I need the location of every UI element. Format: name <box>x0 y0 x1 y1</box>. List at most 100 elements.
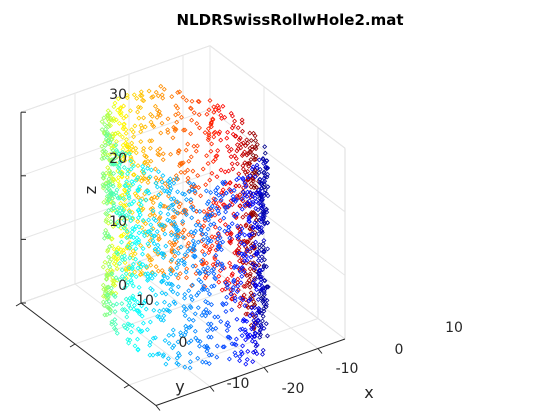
scatter-point <box>181 208 187 214</box>
scatter-point <box>173 224 179 229</box>
scatter-point <box>135 346 141 352</box>
scatter-point <box>104 217 109 222</box>
scatter-point <box>161 271 167 276</box>
scatter-point <box>136 284 142 290</box>
scatter-point <box>187 350 193 356</box>
scatter-point <box>169 94 175 100</box>
scatter-point <box>107 110 113 116</box>
scatter-point <box>218 167 224 173</box>
scatter-point <box>103 170 109 176</box>
scatter-point <box>101 115 107 121</box>
scatter-point <box>121 217 127 223</box>
scatter-point <box>256 231 262 237</box>
scatter-point <box>195 355 201 361</box>
scatter-point <box>215 231 221 237</box>
scatter-point <box>113 161 119 167</box>
scatter-point <box>122 285 128 291</box>
scatter-point <box>184 275 189 281</box>
scatter-point <box>180 221 186 227</box>
scatter-point <box>113 262 119 268</box>
scatter-point <box>166 193 171 199</box>
scatter-point <box>175 275 181 281</box>
scatter-point <box>207 177 213 183</box>
scatter-point <box>243 311 249 317</box>
scatter-point <box>120 247 126 253</box>
scatter-point <box>240 214 246 220</box>
scatter-point <box>104 273 110 279</box>
scatter-point <box>260 249 266 255</box>
scatter-point <box>126 302 132 308</box>
x-axis-line <box>155 338 346 406</box>
scatter-point <box>230 113 235 119</box>
scatter-point <box>254 190 259 195</box>
scatter-point <box>139 313 145 319</box>
scatter-point <box>209 352 215 358</box>
scatter-point <box>229 296 235 302</box>
scatter-point <box>231 341 237 347</box>
scatter-point <box>123 113 129 119</box>
scatter-point <box>104 200 110 206</box>
scatter-point <box>107 289 112 295</box>
scatter-point <box>146 176 152 182</box>
scatter-point <box>250 261 256 267</box>
scatter-point <box>245 248 250 254</box>
scatter-point <box>225 227 231 233</box>
scatter-point <box>135 163 141 169</box>
scatter-point <box>175 176 181 182</box>
scatter-point <box>209 302 214 308</box>
scatter-point <box>109 321 115 327</box>
scatter-point <box>248 138 254 143</box>
scatter-point <box>249 305 255 311</box>
scatter-point <box>118 153 124 158</box>
scatter-point <box>245 174 251 180</box>
scatter-point <box>159 290 165 296</box>
scatter-point <box>194 292 200 298</box>
scatter-point <box>137 272 143 278</box>
scatter-point <box>190 282 195 288</box>
scatter-point <box>258 181 264 187</box>
scatter-point <box>194 121 200 126</box>
scatter-point <box>168 286 174 292</box>
scatter-point <box>170 282 175 288</box>
scatter-point <box>193 222 199 228</box>
scatter-point <box>162 231 168 237</box>
scatter-point <box>258 287 264 293</box>
scatter-point <box>101 235 107 241</box>
scatter-point <box>239 333 245 339</box>
scatter-point <box>181 127 186 133</box>
scatter-point <box>214 354 220 360</box>
scatter-point <box>177 161 183 166</box>
scatter-point <box>101 183 107 189</box>
scatter-point <box>104 304 110 310</box>
scatter-point <box>157 112 163 118</box>
scatter-point <box>251 324 257 330</box>
scatter-point <box>205 137 211 143</box>
scatter-point <box>122 253 127 259</box>
scatter-point <box>120 196 126 202</box>
scatter-point <box>129 179 135 185</box>
scatter-point <box>160 157 166 163</box>
scatter-point <box>135 219 141 224</box>
scatter-point <box>112 294 118 300</box>
x-tick-label: 0 <box>395 342 404 358</box>
z-tick-label: 20 <box>109 151 127 167</box>
scatter-point <box>225 144 231 150</box>
scatter-point <box>175 291 181 297</box>
scatter-point <box>147 174 153 180</box>
scatter-point <box>242 192 248 198</box>
scatter-point <box>182 191 188 197</box>
scatter-point <box>264 174 270 180</box>
scatter-point <box>128 233 134 239</box>
scatter-point <box>105 116 111 122</box>
scatter-point <box>173 226 179 232</box>
scatter-point <box>228 187 233 193</box>
scatter-point <box>213 190 219 196</box>
scatter-point <box>146 254 152 260</box>
scatter-point <box>243 361 249 367</box>
scatter-point <box>261 263 267 268</box>
scatter-point <box>261 325 267 331</box>
scatter-point <box>212 314 218 320</box>
scatter-point <box>192 328 198 334</box>
scatter-point <box>152 194 157 200</box>
scatter-point <box>230 197 236 203</box>
